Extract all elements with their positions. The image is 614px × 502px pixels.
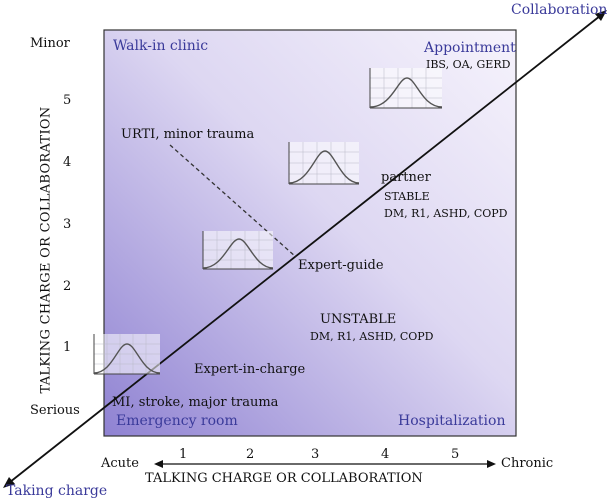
x-tick-4: 4	[381, 447, 390, 462]
expert-guide-label: Expert-guide	[298, 258, 384, 273]
x-tick-1: 1	[179, 447, 188, 462]
y-tick-2: 2	[63, 279, 72, 294]
taking-charge-label: Taking charge	[6, 483, 108, 499]
emergency-room-label: Emergency room	[116, 413, 238, 429]
main-diagonal-line	[4, 11, 606, 487]
hospitalization-label: Hospitalization	[398, 413, 506, 429]
urti-label: URTI, minor trauma	[121, 127, 255, 142]
arrowhead-taking-charge	[3, 477, 15, 488]
mini-chart-3	[288, 142, 360, 185]
x-axis-title: TALKING CHARGE OR COLLABORATION	[145, 471, 423, 486]
x-axis-arrow-right	[487, 460, 496, 468]
y-tick-1: 1	[63, 340, 72, 355]
x-axis-left-label: Acute	[101, 456, 139, 471]
y-axis-title: TALKING CHARGE OR COLLABORATION	[38, 106, 54, 394]
y-tick-5: 5	[63, 93, 72, 108]
x-tick-3: 3	[311, 447, 320, 462]
partner-label: partner	[381, 170, 431, 185]
x-axis-right-label: Chronic	[501, 456, 554, 471]
appointment-conditions: IBS, OA, GERD	[426, 58, 511, 71]
x-tick-5: 5	[451, 447, 460, 462]
mi-label: MI, stroke, major trauma	[112, 395, 279, 410]
expert-in-charge-label: Expert-in-charge	[194, 362, 306, 377]
stable-label: STABLE	[384, 190, 430, 203]
walk-in-clinic-label: Walk-in clinic	[113, 38, 209, 54]
y-tick-3: 3	[63, 217, 72, 232]
stable-conditions: DM, R1, ASHD, COPD	[384, 207, 508, 220]
y-tick-4: 4	[63, 155, 72, 170]
unstable-conditions: DM, R1, ASHD, COPD	[310, 330, 434, 343]
x-axis-arrow-left	[154, 460, 163, 468]
mini-chart-2	[202, 231, 274, 270]
x-tick-2: 2	[246, 447, 255, 462]
y-axis-top-label: Minor	[30, 36, 70, 51]
y-axis-bottom-label: Serious	[30, 403, 80, 418]
unstable-label: UNSTABLE	[320, 312, 397, 327]
mini-chart-4	[369, 68, 443, 109]
appointment-label: Appointment	[424, 40, 516, 56]
diagram-box	[103, 29, 517, 437]
mini-chart-1	[93, 334, 161, 375]
arrowhead-collaboration	[595, 10, 607, 21]
dashed-connector	[169, 144, 297, 258]
collaboration-label: Collaboration	[511, 2, 608, 18]
